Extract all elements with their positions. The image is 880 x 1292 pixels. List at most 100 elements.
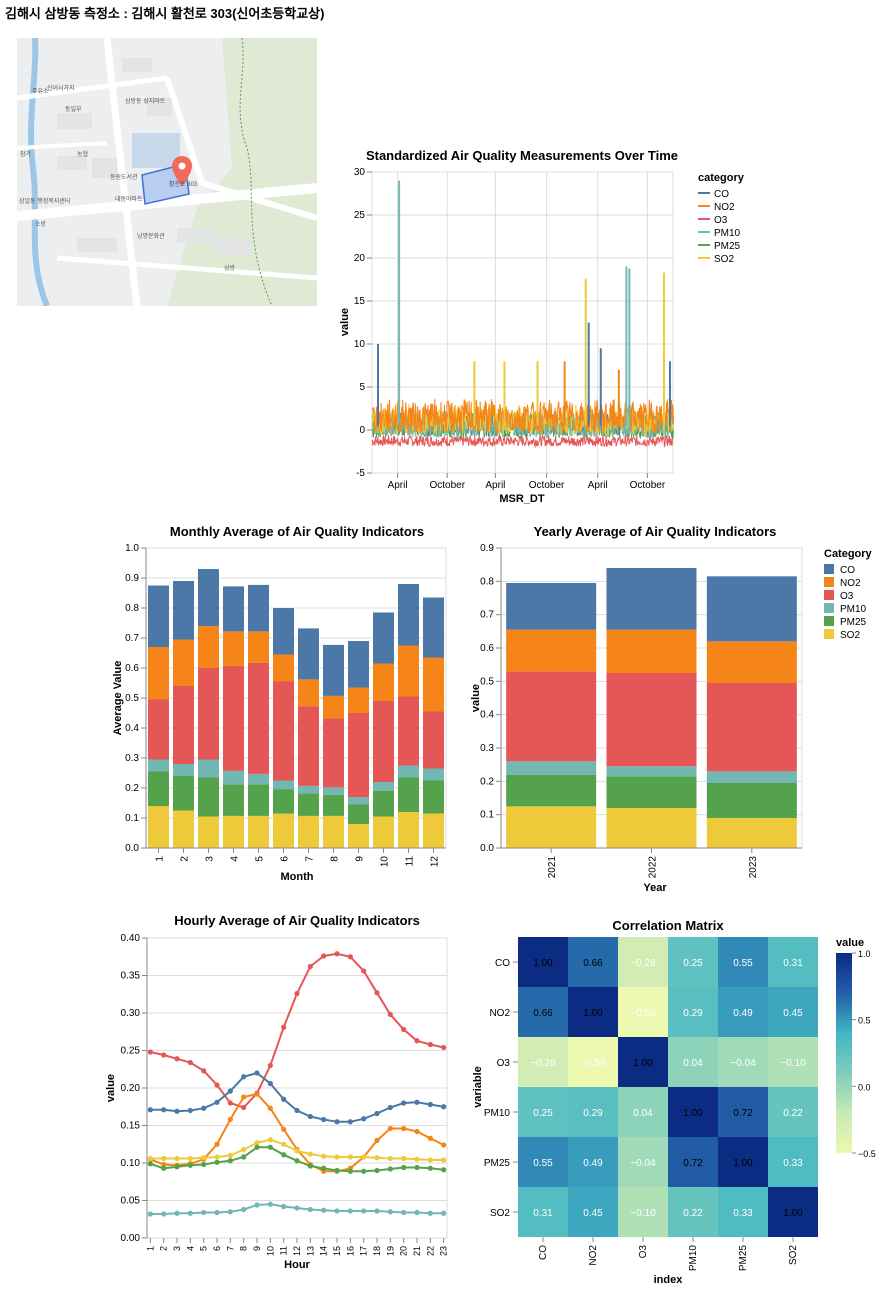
bar-pm10 xyxy=(273,780,294,790)
y-tick-label: 0.35 xyxy=(121,971,141,982)
y-tick-label: 10 xyxy=(354,339,366,350)
bar-pm25 xyxy=(423,780,444,814)
bar-so2 xyxy=(506,806,597,848)
heatmap-cell xyxy=(668,1137,718,1187)
y-tick-label: 0.3 xyxy=(480,743,494,754)
y-tick-label: 0.10 xyxy=(121,1158,141,1169)
bar-pm25 xyxy=(706,783,797,818)
y-axis-title: variable xyxy=(472,1066,484,1108)
x-tick-label: 2 xyxy=(180,856,191,862)
data-point xyxy=(281,1126,287,1132)
data-point xyxy=(441,1167,447,1173)
bar-co xyxy=(298,628,319,680)
legend-swatch xyxy=(824,616,834,626)
data-point xyxy=(347,1168,353,1174)
data-point xyxy=(147,1161,153,1167)
x-tick-label: 7 xyxy=(305,856,316,862)
legend-swatch xyxy=(824,590,834,600)
x-tick-label: 5 xyxy=(199,1246,209,1251)
bar-pm25 xyxy=(606,776,697,808)
bar-o3 xyxy=(348,713,369,797)
legend-label: NO2 xyxy=(714,202,735,213)
bar-co xyxy=(173,581,194,640)
x-tick-label: 12 xyxy=(292,1246,302,1256)
cell-value: −0.10 xyxy=(630,1208,656,1219)
bar-no2 xyxy=(148,647,169,700)
data-point xyxy=(201,1161,207,1168)
y-tick-label: O3 xyxy=(497,1058,511,1069)
cell-value: −0.50 xyxy=(630,1008,656,1019)
bar-co xyxy=(706,576,797,642)
location-pin-icon[interactable] xyxy=(172,156,192,186)
data-point xyxy=(254,1091,260,1097)
x-axis-title: MSR_DT xyxy=(499,493,545,505)
heatmap-cell xyxy=(568,1087,618,1137)
bar-pm25 xyxy=(198,777,219,817)
bar-co xyxy=(373,612,394,664)
bar-so2 xyxy=(398,812,419,848)
heatmap-cell xyxy=(618,937,668,987)
legend-swatch xyxy=(824,629,834,639)
data-point xyxy=(321,1207,327,1213)
data-point xyxy=(427,1157,433,1163)
x-tick-label: 2023 xyxy=(748,856,759,879)
data-point xyxy=(241,1206,247,1213)
bar-so2 xyxy=(148,806,169,848)
data-point xyxy=(347,1119,353,1125)
data-point xyxy=(267,1062,273,1069)
x-tick-label: 19 xyxy=(385,1246,395,1256)
y-tick-label: 0.30 xyxy=(121,1008,141,1019)
data-point xyxy=(294,1107,300,1114)
heatmap-cell xyxy=(668,1087,718,1137)
heatmap-cell xyxy=(618,1037,668,1087)
bar-co xyxy=(606,568,697,630)
legend-label: PM10 xyxy=(714,228,741,239)
data-point xyxy=(254,1070,260,1076)
heatmap-cell xyxy=(718,937,768,987)
location-map[interactable]: 신어시가지 동일부 삼방동 성지마트 참가 농협 동원도서관 주유소 활천로 3… xyxy=(17,38,317,306)
heatmap-cell xyxy=(568,987,618,1037)
bar-o3 xyxy=(198,668,219,760)
bar-pm10 xyxy=(606,766,697,777)
y-tick-label: 0.3 xyxy=(125,753,139,764)
data-point xyxy=(161,1052,167,1058)
y-tick-label: CO xyxy=(495,958,510,969)
bar-co xyxy=(398,584,419,646)
map-label: 주유소 xyxy=(32,88,49,95)
legend-label: PM25 xyxy=(840,617,867,628)
heatmap-cell xyxy=(518,987,568,1037)
bar-no2 xyxy=(373,663,394,701)
y-tick-label: 0.4 xyxy=(480,710,494,721)
y-tick-label: 0.05 xyxy=(121,1196,141,1207)
data-point xyxy=(307,963,313,970)
data-point xyxy=(267,1137,273,1143)
data-point xyxy=(147,1107,153,1113)
bar-no2 xyxy=(248,631,269,663)
x-axis-title: Hour xyxy=(284,1259,310,1271)
data-point xyxy=(201,1209,207,1216)
data-point xyxy=(361,1168,367,1174)
y-tick-label: 0.7 xyxy=(480,610,494,621)
x-tick-label: NO2 xyxy=(588,1245,599,1266)
data-point xyxy=(387,1011,393,1018)
x-tick-label: 13 xyxy=(305,1246,315,1256)
map-label: 대동아파트 xyxy=(115,195,143,203)
data-point xyxy=(307,1206,313,1213)
yearly-chart: 0.0 0.1 0.2 0.3 0.4 0.5 0.6 0.7 0.8 0.9 2021 2022 20… xyxy=(470,524,873,894)
data-point xyxy=(254,1202,260,1208)
bar-pm25 xyxy=(398,777,419,812)
heatmap-cell xyxy=(618,1187,668,1237)
heatmap-cell xyxy=(768,1037,818,1087)
data-point xyxy=(267,1080,273,1087)
bar-pm25 xyxy=(373,791,394,817)
legend-tick-label: 0.5 xyxy=(858,1016,871,1026)
data-point xyxy=(294,1205,300,1211)
chart-title: Monthly Average of Air Quality Indicator… xyxy=(170,524,424,539)
data-point xyxy=(441,1157,447,1163)
x-tick-label: April xyxy=(588,480,608,491)
y-tick-label: 0.6 xyxy=(480,643,494,654)
bar-co xyxy=(506,583,597,630)
legend-tick-label: 1.0 xyxy=(858,949,871,959)
heatmap-cell xyxy=(718,1087,768,1137)
